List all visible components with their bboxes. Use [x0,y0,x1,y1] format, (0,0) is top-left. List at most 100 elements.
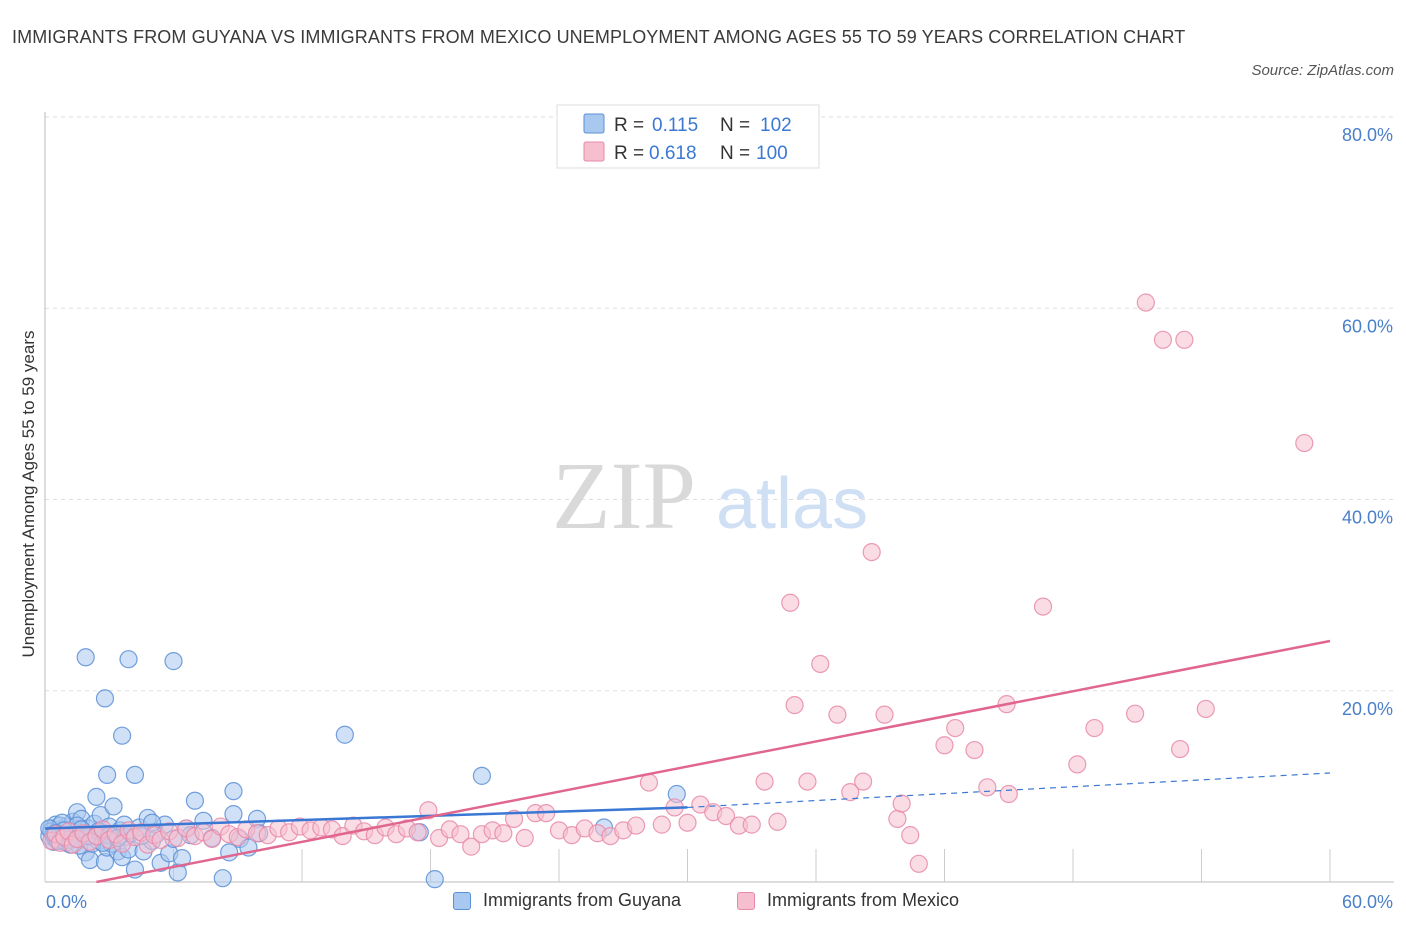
mexico-point [1068,755,1087,774]
mexico-point [626,816,646,835]
watermark-atlas: atlas [716,464,868,544]
legend-guyana-r-label: R = [614,115,644,136]
guyana-point [98,765,117,785]
legend-guyana-n-value: 102 [760,115,792,136]
guyana-point [87,787,106,806]
legend-guyana-r-value: 0.115 [652,115,698,136]
series-legend: Immigrants from Guyana Immigrants from M… [0,890,1406,914]
chart-title: IMMIGRANTS FROM GUYANA VS IMMIGRANTS FRO… [12,27,1186,47]
mexico-point [1126,704,1145,723]
guyana-point [164,652,183,671]
mexico-point [1295,433,1314,453]
mexico-point [999,784,1018,804]
stats-legend: R = 0.115 N = 102 R = 0.618 N = 100 [556,104,820,169]
guyana-point [76,648,95,667]
legend-item-mexico-label: Immigrants from Mexico [767,890,960,910]
mexico-point [1170,739,1190,759]
legend-mexico-r-label: R = [614,143,644,164]
legend-item-mexico-swatch [737,891,755,910]
guyana-trend-line-extension [687,772,1331,809]
guyana-point [80,850,100,870]
grid-lines [45,116,1394,692]
mexico-point [1153,330,1173,349]
mexico-point [652,815,671,834]
mexico-point [1136,293,1155,312]
y-tick-label-20: 20.0% [1342,699,1393,719]
legend-item-mexico[interactable]: Immigrants from Mexico [737,890,959,911]
mexico-point [781,593,800,612]
mexico-point [504,809,524,828]
mexico-point [742,815,761,834]
guyana-point [95,689,115,708]
chart-source: Source: ZipAtlas.com [1251,62,1394,79]
x-tick-label-max: 60.0% [1342,892,1393,912]
mexico-point [935,736,954,755]
mexico-point [494,824,513,843]
mexico-point [1175,330,1194,349]
guyana-point [425,870,444,889]
trend-lines [44,639,1331,884]
legend-mexico-r-value: 0.618 [649,143,697,164]
mexico-point [978,778,997,797]
mexico-point [678,813,697,832]
legend-item-guyana[interactable]: Immigrants from Guyana [453,890,681,911]
mexico-point [901,826,920,845]
legend-item-guyana-swatch [453,891,471,910]
mexico-trend-line [96,639,1331,884]
mexico-point [946,718,965,738]
mexico-point [965,740,984,760]
mexico-point [811,654,830,674]
legend-mexico-n-value: 100 [756,143,788,164]
legend-mexico-n-label: N = [720,143,750,164]
guyana-point [172,848,192,868]
guyana-point [119,650,138,669]
mexico-point [888,809,907,828]
mexico-point [1085,718,1104,738]
mexico-point [515,828,534,848]
y-tick-label-60: 60.0% [1342,316,1393,336]
guyana-point [185,791,205,810]
watermark: ZIP atlas [552,442,868,549]
guyana-point [472,766,491,785]
series-guyana-points [40,648,686,889]
guyana-point [213,869,232,888]
legend-swatch-guyana [583,113,605,134]
mexico-point [798,772,817,791]
mexico-point [462,837,481,856]
mexico-point [1033,597,1053,616]
guyana-point [224,782,243,801]
x-tick-label-min: 0.0% [46,892,87,912]
guyana-point [224,805,243,824]
mexico-point [202,829,222,849]
mexico-point [408,823,427,842]
watermark-zip: ZIP [552,442,696,549]
mexico-point [716,806,736,826]
mexico-point [1196,699,1215,719]
guyana-point [104,797,123,816]
mexico-point [854,772,873,791]
mexico-point [828,705,847,724]
mexico-point [785,695,804,715]
mexico-point [909,854,928,873]
legend-guyana-n-label: N = [720,115,750,136]
guyana-point [125,765,145,785]
y-tick-labels: 20.0% 40.0% 60.0% 80.0% [1342,125,1393,719]
mexico-point [451,825,470,844]
mexico-point [875,705,894,724]
mexico-point [755,772,774,791]
axes [44,112,1394,883]
mexico-point [841,783,860,802]
guyana-point [335,725,354,744]
y-axis-title: Unemployment Among Ages 55 to 59 years [19,331,38,658]
y-tick-label-40: 40.0% [1342,508,1393,528]
mexico-point [862,542,881,562]
mexico-point [639,773,659,792]
guyana-point [112,726,132,745]
mexico-point [768,812,787,831]
mexico-point [892,794,911,813]
guyana-trend-line [44,806,688,830]
legend-swatch-mexico [583,141,605,162]
legend-item-guyana-label: Immigrants from Guyana [483,890,682,910]
y-tick-label-80: 80.0% [1342,125,1393,145]
